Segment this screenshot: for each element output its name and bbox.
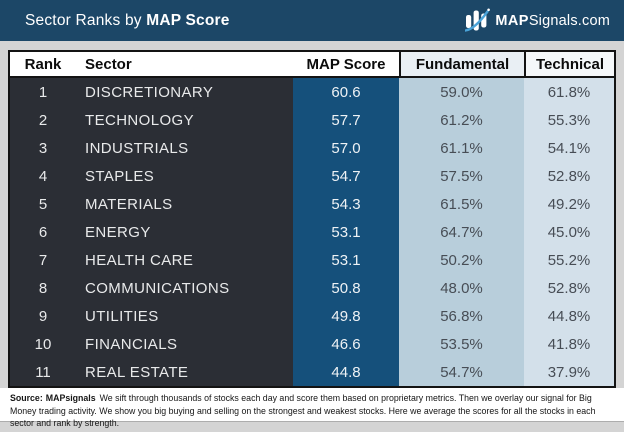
map-score-cell: 50.8: [293, 274, 399, 302]
rank-cell: 8: [38, 279, 48, 297]
technical-cell: 54.1%: [524, 134, 614, 162]
rank-cell: 10: [34, 335, 52, 353]
page-title-bold: MAP Score: [146, 11, 230, 29]
sector-cell: STAPLES: [85, 167, 155, 185]
brand-wordmark-bold: MAP: [495, 12, 529, 29]
map-score-cell: 54.3: [293, 190, 399, 218]
table-row: 8 COMMUNICATIONS 50.8 48.0% 52.8%: [10, 274, 614, 302]
sector-cell: DISCRETIONARY: [85, 83, 214, 101]
fundamental-cell: 59.0%: [399, 78, 524, 106]
fundamental-cell: 53.5%: [399, 330, 524, 358]
sector-rank-table: Rank Sector MAP Score Fundamental Techni…: [8, 50, 616, 388]
table-row: 4 STAPLES 54.7 57.5% 52.8%: [10, 162, 614, 190]
sector-cell: REAL ESTATE: [85, 363, 189, 381]
sector-cell: ENERGY: [85, 223, 151, 241]
brand-wordmark-rest: Signals.com: [528, 12, 610, 29]
technical-cell: 55.2%: [524, 246, 614, 274]
rank-cell: 9: [38, 307, 48, 325]
table-body: 1 DISCRETIONARY 60.6 59.0% 61.8% 2 TECHNOLOGY 5…: [10, 78, 614, 386]
rank-cell: 4: [38, 167, 48, 185]
rank-cell: 2: [38, 111, 48, 129]
sector-cell: COMMUNICATIONS: [85, 279, 230, 297]
map-score-cell: 53.1: [293, 218, 399, 246]
table-row: 3 INDUSTRIALS 57.0 61.1% 54.1%: [10, 134, 614, 162]
technical-cell: 49.2%: [524, 190, 614, 218]
table-row: 5 MATERIALS 54.3 61.5% 49.2%: [10, 190, 614, 218]
sector-cell: HEALTH CARE: [85, 251, 194, 269]
column-header-technical: Technical: [524, 52, 614, 76]
source-label: Source:: [10, 393, 43, 403]
technical-cell: 55.3%: [524, 106, 614, 134]
fundamental-cell: 48.0%: [399, 274, 524, 302]
header-bar: Sector Ranks by MAP Score MAPSignals.com: [0, 0, 624, 41]
sector-cell: FINANCIALS: [85, 335, 178, 353]
source-footer: Source: MAPsignals We sift through thousan…: [0, 388, 624, 428]
map-score-cell: 57.0: [293, 134, 399, 162]
rank-cell: 7: [38, 251, 48, 269]
table-row: 10 FINANCIALS 46.6 53.5% 41.8%: [10, 330, 614, 358]
fundamental-cell: 56.8%: [399, 302, 524, 330]
fundamental-cell: 50.2%: [399, 246, 524, 274]
rank-cell: 11: [35, 363, 51, 381]
table-header-row: Rank Sector MAP Score Fundamental Techni…: [10, 52, 614, 78]
fundamental-cell: 61.1%: [399, 134, 524, 162]
table-row: 2 TECHNOLOGY 57.7 61.2% 55.3%: [10, 106, 614, 134]
sector-cell: UTILITIES: [85, 307, 159, 325]
table-row: 11 REAL ESTATE 44.8 54.7% 37.9%: [10, 358, 614, 386]
page-title-regular: Sector Ranks by: [25, 11, 147, 29]
table-row: 1 DISCRETIONARY 60.6 59.0% 61.8%: [10, 78, 614, 106]
map-score-cell: 44.8: [293, 358, 399, 386]
source-brand: MAPsignals: [45, 393, 96, 403]
fundamental-cell: 54.7%: [399, 358, 524, 386]
map-score-cell: 57.7: [293, 106, 399, 134]
table-row: 9 UTILITIES 49.8 56.8% 44.8%: [10, 302, 614, 330]
column-header-rank: Rank: [24, 55, 62, 73]
technical-cell: 52.8%: [524, 274, 614, 302]
source-description: We sift through thousands of stocks each…: [10, 393, 596, 428]
rank-cell: 6: [38, 223, 48, 241]
rank-cell: 5: [38, 195, 48, 213]
rank-cell: 1: [38, 83, 48, 101]
fundamental-cell: 57.5%: [399, 162, 524, 190]
technical-cell: 41.8%: [524, 330, 614, 358]
map-score-cell: 54.7: [293, 162, 399, 190]
fundamental-cell: 64.7%: [399, 218, 524, 246]
fundamental-cell: 61.5%: [399, 190, 524, 218]
technical-cell: 61.8%: [524, 78, 614, 106]
fundamental-cell: 61.2%: [399, 106, 524, 134]
column-header-map-score: MAP Score: [306, 55, 386, 73]
technical-cell: 45.0%: [524, 218, 614, 246]
rank-cell: 3: [38, 139, 48, 157]
technical-cell: 44.8%: [524, 302, 614, 330]
sector-cell: MATERIALS: [85, 195, 173, 213]
map-score-cell: 46.6: [293, 330, 399, 358]
technical-cell: 52.8%: [524, 162, 614, 190]
brand-logo: MAPSignals.com: [465, 7, 610, 34]
sector-cell: INDUSTRIALS: [85, 139, 189, 157]
column-header-fundamental: Fundamental: [399, 52, 524, 76]
table-row: 6 ENERGY 53.1 64.7% 45.0%: [10, 218, 614, 246]
table-row: 7 HEALTH CARE 53.1 50.2% 55.2%: [10, 246, 614, 274]
map-score-cell: 53.1: [293, 246, 399, 274]
logo-chart-bars-icon: [465, 8, 491, 32]
column-header-sector: Sector: [85, 55, 132, 73]
sector-cell: TECHNOLOGY: [85, 111, 195, 129]
map-score-cell: 60.6: [293, 78, 399, 106]
technical-cell: 37.9%: [524, 358, 614, 386]
map-score-cell: 49.8: [293, 302, 399, 330]
page-title: Sector Ranks by MAP Score: [25, 12, 230, 30]
brand-wordmark: MAPSignals.com: [495, 13, 610, 29]
